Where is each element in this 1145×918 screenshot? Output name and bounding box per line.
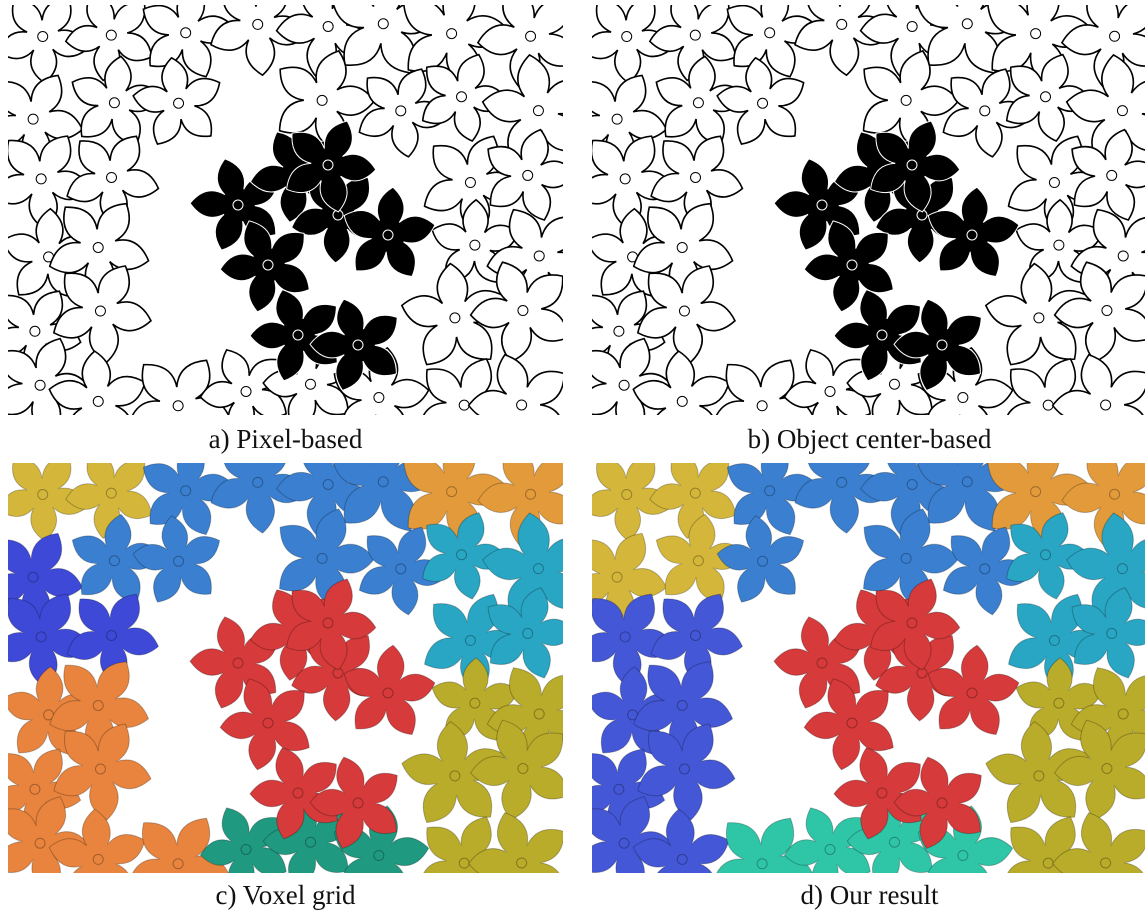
caption: b) Object center-based <box>592 424 1145 455</box>
panel-image <box>8 5 563 415</box>
caption: a) Pixel-based <box>8 424 563 455</box>
caption: d) Our result <box>592 880 1145 911</box>
caption: c) Voxel grid <box>8 880 563 911</box>
panel-image <box>592 5 1145 415</box>
panel-image <box>8 463 563 873</box>
figure: a) Pixel-based b) Object center-based c)… <box>0 0 1145 918</box>
panel-image <box>592 463 1145 873</box>
